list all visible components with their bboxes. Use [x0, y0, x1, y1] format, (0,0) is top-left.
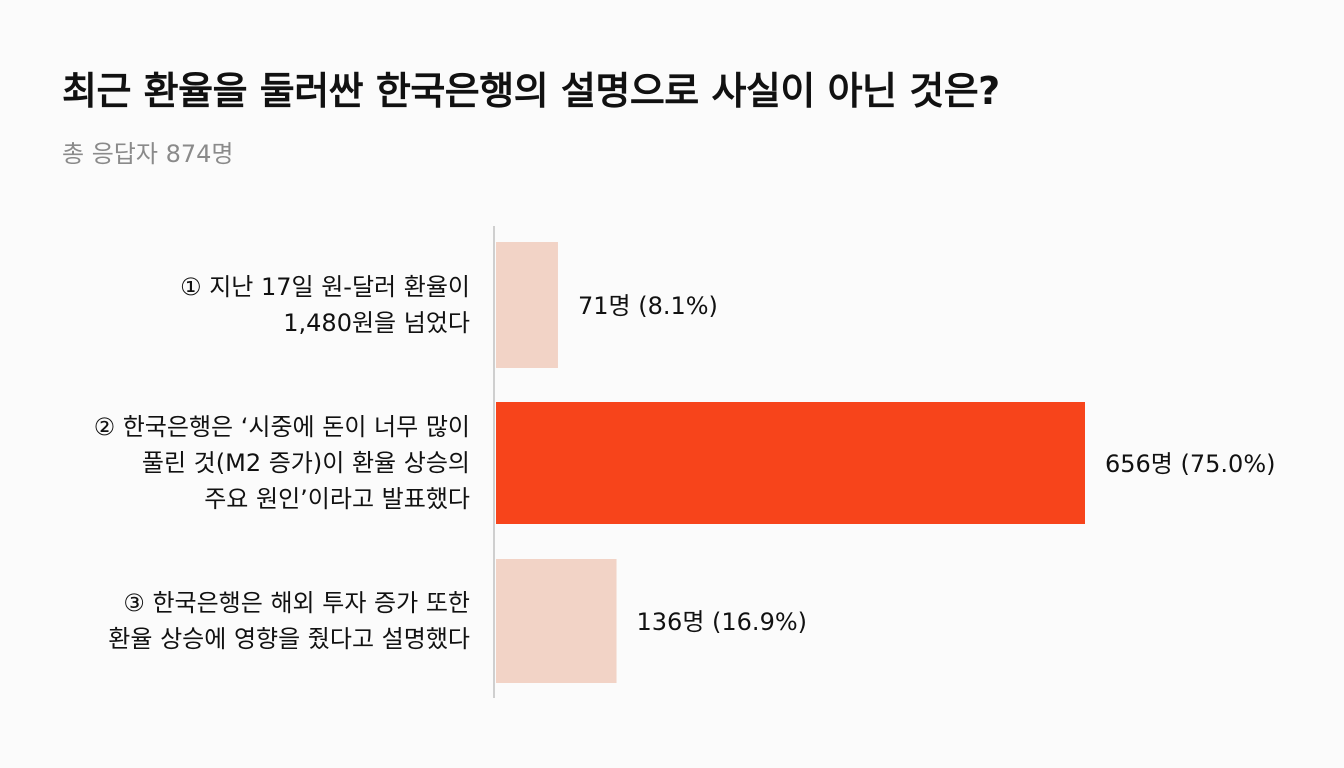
value-label-1: 71명 (8.1%)	[578, 292, 718, 320]
category-label-line: ③ 한국은행은 해외 투자 증가 또한	[123, 589, 470, 617]
category-label-line: 환율 상승에 영향을 줬다고 설명했다	[108, 625, 470, 653]
category-label-line: 풀린 것(M2 증가)이 환율 상승의	[142, 449, 470, 477]
chart-title: 최근 환율을 둘러싼 한국은행의 설명으로 사실이 아닌 것은?	[62, 69, 1000, 113]
bar-1	[496, 242, 558, 368]
category-label-line: 1,480원을 넘었다	[283, 309, 470, 337]
category-label-1: ① 지난 17일 원-달러 환율이 1,480원을 넘었다	[180, 273, 470, 337]
value-label-3: 136명 (16.9%)	[637, 608, 808, 636]
chart-subtitle: 총 응답자 874명	[62, 140, 234, 168]
value-label-2: 656명 (75.0%)	[1105, 450, 1276, 478]
category-label-line: ① 지난 17일 원-달러 환율이	[180, 273, 470, 301]
bar-3	[496, 559, 617, 683]
category-label-line: ② 한국은행은 ‘시중에 돈이 너무 많이	[94, 413, 470, 441]
bar-2	[496, 402, 1085, 524]
category-label-line: 주요 원인’이라고 발표했다	[204, 485, 470, 513]
